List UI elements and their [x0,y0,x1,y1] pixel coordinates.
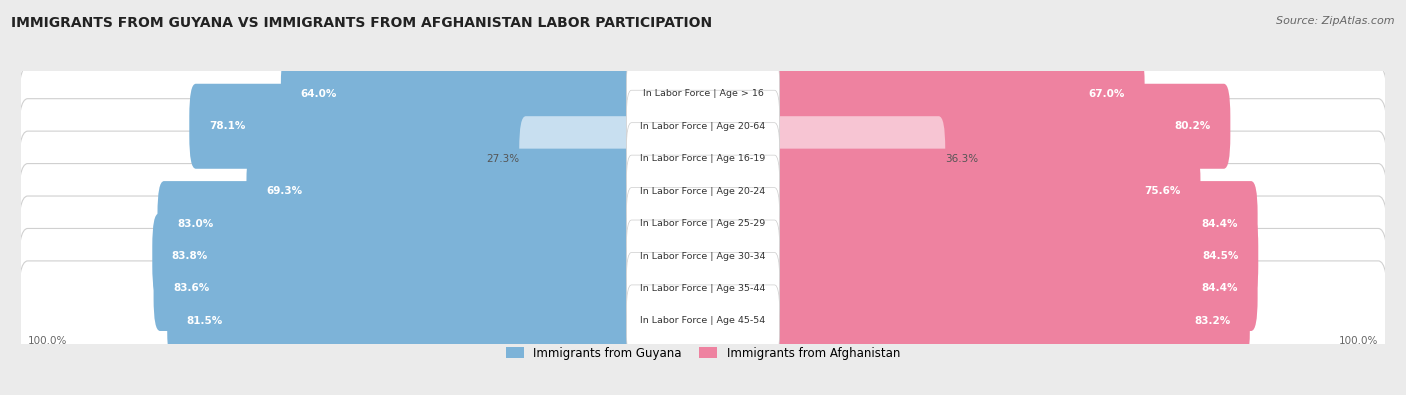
Legend: Immigrants from Guyana, Immigrants from Afghanistan: Immigrants from Guyana, Immigrants from … [506,346,900,359]
FancyBboxPatch shape [696,246,1257,331]
Text: 100.0%: 100.0% [28,336,67,346]
FancyBboxPatch shape [18,34,1388,154]
FancyBboxPatch shape [167,278,710,363]
FancyBboxPatch shape [696,116,945,201]
FancyBboxPatch shape [519,116,710,201]
FancyBboxPatch shape [18,196,1388,316]
FancyBboxPatch shape [626,285,780,357]
Text: 83.6%: 83.6% [173,284,209,293]
Text: In Labor Force | Age 45-54: In Labor Force | Age 45-54 [640,316,766,325]
Text: Source: ZipAtlas.com: Source: ZipAtlas.com [1277,16,1395,26]
Text: 100.0%: 100.0% [1339,336,1378,346]
Text: 69.3%: 69.3% [266,186,302,196]
FancyBboxPatch shape [626,90,780,162]
Text: 78.1%: 78.1% [208,121,245,131]
FancyBboxPatch shape [18,66,1388,186]
Text: 64.0%: 64.0% [301,89,336,99]
Text: In Labor Force | Age 20-24: In Labor Force | Age 20-24 [640,187,766,196]
FancyBboxPatch shape [18,99,1388,219]
Text: 75.6%: 75.6% [1144,186,1181,196]
Text: 83.0%: 83.0% [177,218,214,229]
FancyBboxPatch shape [626,188,780,260]
Text: 27.3%: 27.3% [486,154,519,164]
FancyBboxPatch shape [153,246,710,331]
Text: 36.3%: 36.3% [945,154,979,164]
FancyBboxPatch shape [696,51,1144,136]
FancyBboxPatch shape [281,51,710,136]
Text: 84.4%: 84.4% [1202,284,1239,293]
FancyBboxPatch shape [157,181,710,266]
Text: 67.0%: 67.0% [1088,89,1125,99]
Text: 84.5%: 84.5% [1202,251,1239,261]
Text: IMMIGRANTS FROM GUYANA VS IMMIGRANTS FROM AFGHANISTAN LABOR PARTICIPATION: IMMIGRANTS FROM GUYANA VS IMMIGRANTS FRO… [11,16,713,30]
FancyBboxPatch shape [696,149,1201,234]
FancyBboxPatch shape [246,149,710,234]
Text: 83.8%: 83.8% [172,251,208,261]
Text: In Labor Force | Age 30-34: In Labor Force | Age 30-34 [640,252,766,261]
FancyBboxPatch shape [696,278,1250,363]
Text: 81.5%: 81.5% [187,316,224,326]
Text: In Labor Force | Age > 16: In Labor Force | Age > 16 [643,89,763,98]
Text: In Labor Force | Age 16-19: In Labor Force | Age 16-19 [640,154,766,163]
FancyBboxPatch shape [626,252,780,325]
Text: 80.2%: 80.2% [1174,121,1211,131]
Text: 83.2%: 83.2% [1194,316,1230,326]
FancyBboxPatch shape [18,228,1388,348]
FancyBboxPatch shape [190,84,710,169]
FancyBboxPatch shape [18,164,1388,284]
FancyBboxPatch shape [152,214,710,299]
FancyBboxPatch shape [18,131,1388,251]
Text: In Labor Force | Age 25-29: In Labor Force | Age 25-29 [640,219,766,228]
FancyBboxPatch shape [626,123,780,195]
Text: 84.4%: 84.4% [1202,218,1239,229]
FancyBboxPatch shape [696,84,1230,169]
FancyBboxPatch shape [626,155,780,227]
FancyBboxPatch shape [18,261,1388,381]
FancyBboxPatch shape [696,214,1258,299]
FancyBboxPatch shape [626,220,780,292]
FancyBboxPatch shape [626,58,780,130]
Text: In Labor Force | Age 20-64: In Labor Force | Age 20-64 [640,122,766,131]
FancyBboxPatch shape [696,181,1257,266]
Text: In Labor Force | Age 35-44: In Labor Force | Age 35-44 [640,284,766,293]
